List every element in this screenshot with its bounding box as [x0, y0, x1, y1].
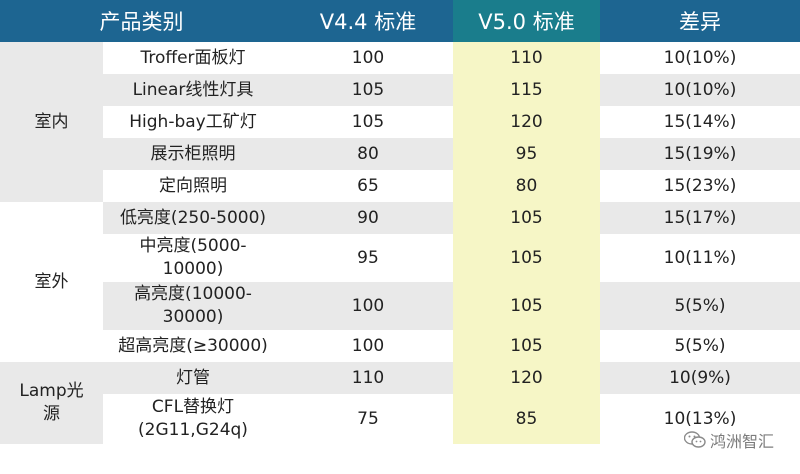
diff-cell: 15(14%)	[600, 106, 800, 138]
diff-cell: 15(17%)	[600, 202, 800, 234]
diff-cell: 15(19%)	[600, 138, 800, 170]
header-diff: 差异	[600, 0, 800, 42]
diff-cell: 10(13%)	[600, 394, 800, 444]
v44-cell: 105	[283, 106, 453, 138]
v50-cell: 105	[453, 234, 600, 282]
category-cell: 室内	[0, 42, 103, 202]
category-cell: 室外	[0, 202, 103, 362]
v50-cell: 120	[453, 106, 600, 138]
v44-cell: 100	[283, 42, 453, 74]
product-cell: 低亮度(250-5000)	[103, 202, 283, 234]
v50-cell: 105	[453, 330, 600, 362]
wechat-icon	[683, 431, 706, 448]
diff-cell: 10(10%)	[600, 74, 800, 106]
product-cell: Linear线性灯具	[103, 74, 283, 106]
header-category: 产品类别	[0, 0, 283, 42]
product-cell: 中亮度(5000- 10000)	[103, 234, 283, 282]
product-cell: 超高亮度(≥30000)	[103, 330, 283, 362]
v44-cell: 100	[283, 282, 453, 330]
v44-cell: 100	[283, 330, 453, 362]
header-v50: V5.0 标准	[453, 0, 600, 42]
v50-cell: 85	[453, 394, 600, 444]
diff-cell: 5(5%)	[600, 330, 800, 362]
v44-cell: 90	[283, 202, 453, 234]
product-cell: Troffer面板灯	[103, 42, 283, 74]
v44-cell: 95	[283, 234, 453, 282]
v50-cell: 80	[453, 170, 600, 202]
v50-cell: 105	[453, 202, 600, 234]
v44-cell: 75	[283, 394, 453, 444]
watermark: 鸿洲智汇	[683, 428, 774, 452]
v50-cell: 120	[453, 362, 600, 394]
diff-cell: 5(5%)	[600, 282, 800, 330]
v44-cell: 80	[283, 138, 453, 170]
v44-cell: 105	[283, 74, 453, 106]
v50-cell: 95	[453, 138, 600, 170]
product-cell: High-bay工矿灯	[103, 106, 283, 138]
v44-cell: 110	[283, 362, 453, 394]
header-v44: V4.4 标准	[283, 0, 453, 42]
product-cell: 灯管	[103, 362, 283, 394]
v50-cell: 110	[453, 42, 600, 74]
v50-cell: 105	[453, 282, 600, 330]
product-cell: 展示柜照明	[103, 138, 283, 170]
watermark-text: 鸿洲智汇	[709, 432, 774, 451]
category-cell: Lamp光 源	[0, 362, 103, 444]
product-cell: 高亮度(10000- 30000)	[103, 282, 283, 330]
diff-cell: 10(10%)	[600, 42, 800, 74]
v44-cell: 65	[283, 170, 453, 202]
v50-cell: 115	[453, 74, 600, 106]
diff-cell: 15(23%)	[600, 170, 800, 202]
diff-cell: 10(11%)	[600, 234, 800, 282]
product-cell: CFL替换灯 (2G11,G24q)	[103, 394, 283, 444]
diff-cell: 10(9%)	[600, 362, 800, 394]
product-cell: 定向照明	[103, 170, 283, 202]
